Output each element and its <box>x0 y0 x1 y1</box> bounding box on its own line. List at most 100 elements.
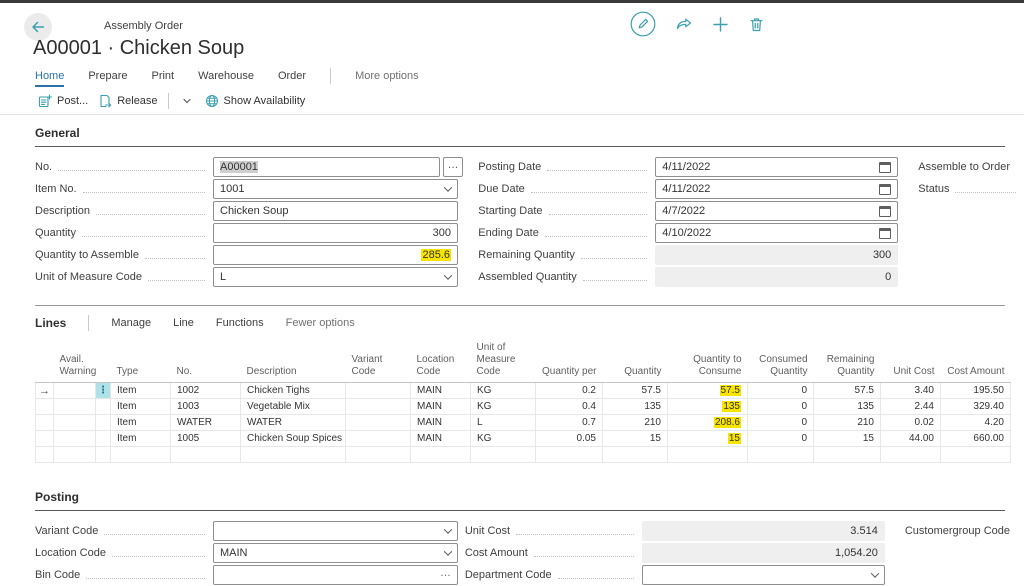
unit-cost-cell[interactable]: 44.00 <box>880 430 941 447</box>
uom-cell[interactable]: KG <box>470 430 536 447</box>
unit-cost-cell[interactable]: 2.44 <box>880 398 941 415</box>
col-uom[interactable]: Unit of Measure Code <box>470 340 536 383</box>
tab-warehouse[interactable]: Warehouse <box>198 70 254 82</box>
cost-amount-cell[interactable]: 4.20 <box>940 414 1011 431</box>
col-location-code[interactable]: Location Code <box>410 340 471 383</box>
consumed-quantity-cell[interactable]: 0 <box>747 430 814 447</box>
no-input[interactable]: A00001 <box>213 157 440 177</box>
calendar-icon[interactable] <box>879 161 892 173</box>
cost-amount-cell[interactable]: 195.50 <box>940 382 1011 399</box>
no-cell[interactable]: 1003 <box>170 398 241 415</box>
col-quantity[interactable]: Quantity <box>602 340 668 383</box>
type-cell[interactable]: Item <box>110 414 171 431</box>
type-cell[interactable]: Item <box>110 398 171 415</box>
consumed-quantity-cell[interactable]: 0 <box>747 414 814 431</box>
edit-icon[interactable] <box>630 11 656 37</box>
quantity-to-consume-cell[interactable]: 135 <box>667 398 748 415</box>
location-code-cell[interactable]: MAIN <box>410 414 471 431</box>
col-unit-cost[interactable]: Unit Cost <box>880 340 941 383</box>
lines-menu-manage[interactable]: Manage <box>111 317 152 329</box>
type-cell[interactable]: Item <box>110 382 171 399</box>
row-menu-icon[interactable]: ⋮ <box>95 382 111 399</box>
calendar-icon[interactable] <box>879 227 892 239</box>
starting-date-input[interactable]: 4/7/2022 <box>655 201 899 221</box>
quantity-to-consume-cell[interactable]: 57.5 <box>667 382 748 399</box>
variant-code-input[interactable] <box>213 521 458 541</box>
col-no[interactable]: No. <box>170 340 241 383</box>
no-cell[interactable]: 1005 <box>170 430 241 447</box>
col-avail-warning[interactable]: Avail. Warning <box>53 340 96 383</box>
lines-menu-fewer-options[interactable]: Fewer options <box>285 317 355 329</box>
description-cell[interactable]: WATER <box>240 414 346 431</box>
col-remaining-quantity[interactable]: Remaining Quantity <box>813 340 881 383</box>
cost-amount-cell[interactable]: 660.00 <box>940 430 1011 447</box>
tab-prepare[interactable]: Prepare <box>88 70 128 82</box>
col-quantity-to-consume[interactable]: Quantity to Consume <box>667 340 748 383</box>
variant-code-cell[interactable] <box>345 430 411 447</box>
tab-print[interactable]: Print <box>151 70 175 82</box>
no-cell[interactable]: WATER <box>170 414 241 431</box>
remaining-quantity-cell[interactable]: 210 <box>813 414 881 431</box>
unit-cost-cell[interactable]: 0.02 <box>880 414 941 431</box>
lines-menu-line[interactable]: Line <box>173 317 194 329</box>
location-code-input[interactable]: MAIN <box>213 543 458 563</box>
uom-cell[interactable]: KG <box>470 398 536 415</box>
quantity-cell[interactable]: 57.5 <box>602 382 668 399</box>
description-cell[interactable]: Vegetable Mix <box>240 398 346 415</box>
quantity-to-consume-cell[interactable]: 208.6 <box>667 414 748 431</box>
toolbar-chevron-down-icon[interactable] <box>179 95 195 107</box>
tab-more-options[interactable]: More options <box>355 70 419 82</box>
remaining-quantity-cell[interactable]: 135 <box>813 398 881 415</box>
location-code-cell[interactable]: MAIN <box>410 398 471 415</box>
uom-input[interactable]: L <box>213 267 458 287</box>
no-assist-edit-button[interactable]: … <box>443 157 463 177</box>
quantity-to-assemble-input[interactable]: 285.6 <box>213 245 458 265</box>
calendar-icon[interactable] <box>879 205 892 217</box>
description-cell[interactable]: Chicken Tighs <box>240 382 346 399</box>
no-cell[interactable]: 1002 <box>170 382 241 399</box>
quantity-per-cell[interactable]: 0.7 <box>535 414 603 431</box>
consumed-quantity-cell[interactable]: 0 <box>747 382 814 399</box>
remaining-quantity-cell[interactable]: 15 <box>813 430 881 447</box>
quantity-per-cell[interactable]: 0.2 <box>535 382 603 399</box>
variant-code-cell[interactable] <box>345 398 411 415</box>
quantity-to-consume-cell[interactable]: 15 <box>667 430 748 447</box>
bin-code-input[interactable]: … <box>213 565 458 585</box>
variant-code-cell[interactable] <box>345 414 411 431</box>
show-availability-button[interactable]: Show Availability <box>205 94 305 108</box>
department-code-input[interactable] <box>641 565 885 585</box>
ending-date-input[interactable]: 4/10/2022 <box>655 223 899 243</box>
consumed-quantity-cell[interactable]: 0 <box>747 398 814 415</box>
variant-code-cell[interactable] <box>345 382 411 399</box>
quantity-per-cell[interactable]: 0.05 <box>535 430 603 447</box>
type-cell[interactable]: Item <box>110 430 171 447</box>
tab-order[interactable]: Order <box>277 70 307 82</box>
quantity-per-cell[interactable]: 0.4 <box>535 398 603 415</box>
location-code-cell[interactable]: MAIN <box>410 430 471 447</box>
location-code-cell[interactable]: MAIN <box>410 382 471 399</box>
col-description[interactable]: Description <box>240 340 346 383</box>
quantity-cell[interactable]: 135 <box>602 398 668 415</box>
quantity-cell[interactable]: 15 <box>602 430 668 447</box>
unit-cost-cell[interactable]: 3.40 <box>880 382 941 399</box>
share-icon[interactable] <box>675 15 693 33</box>
col-cost-amount[interactable]: Cost Amount <box>940 340 1011 383</box>
uom-cell[interactable]: L <box>470 414 536 431</box>
delete-icon[interactable] <box>748 16 765 33</box>
tab-home[interactable]: Home <box>35 70 65 87</box>
item-no-input[interactable]: 1001 <box>213 179 458 199</box>
calendar-icon[interactable] <box>879 183 892 195</box>
due-date-input[interactable]: 4/11/2022 <box>655 179 899 199</box>
new-icon[interactable] <box>712 16 729 33</box>
quantity-input[interactable]: 300 <box>213 223 458 243</box>
description-input[interactable]: Chicken Soup <box>213 201 458 221</box>
remaining-quantity-cell[interactable]: 57.5 <box>813 382 881 399</box>
bin-code-assist-edit-button[interactable]: … <box>440 566 451 579</box>
post-button[interactable]: Post... <box>38 93 88 108</box>
col-consumed-quantity[interactable]: Consumed Quantity <box>747 340 814 383</box>
col-variant-code[interactable]: Variant Code <box>345 340 411 383</box>
release-button[interactable]: Release <box>98 94 158 108</box>
description-cell[interactable]: Chicken Soup Spices Mix <box>240 430 346 447</box>
col-quantity-per[interactable]: Quantity per <box>535 340 603 383</box>
lines-menu-functions[interactable]: Functions <box>215 317 264 329</box>
